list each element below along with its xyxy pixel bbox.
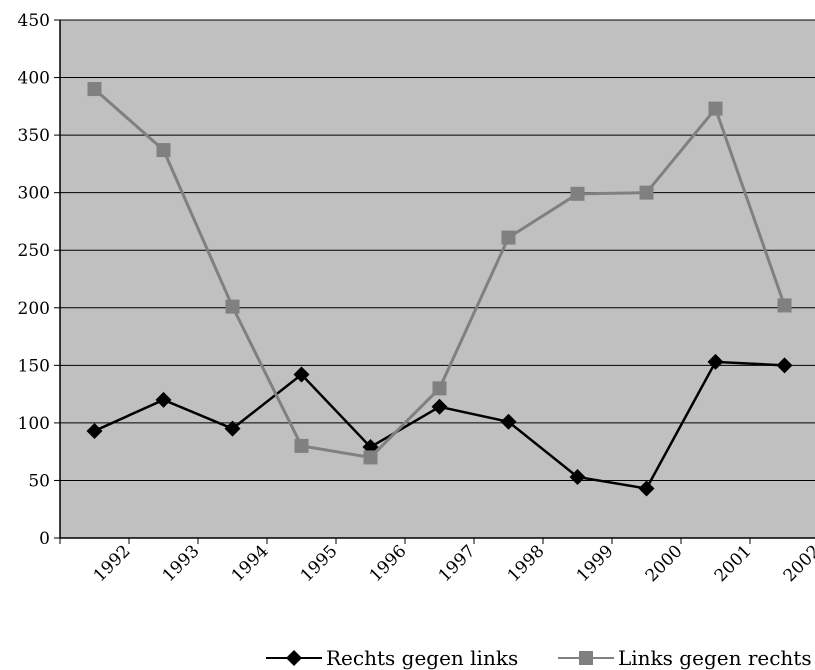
x-tick-label: 1995 <box>297 541 342 586</box>
gridlines <box>60 19 815 481</box>
y-tick-label: 150 <box>18 356 50 376</box>
data-point-links <box>501 230 516 245</box>
y-axis-tick-labels: 0 50 100 150 200 250 300 350 400 450 <box>18 11 50 549</box>
y-tick-label: 50 <box>28 471 50 491</box>
data-point-rechts <box>500 413 517 430</box>
y-tick-label: 0 <box>39 529 50 549</box>
y-tick-label: 100 <box>18 414 50 434</box>
data-point-links <box>777 298 792 313</box>
legend-marker-links <box>579 651 593 665</box>
data-point-links <box>87 82 102 97</box>
data-point-links <box>639 185 654 200</box>
legend-label-rechts: Rechts gegen links <box>326 646 518 670</box>
data-point-rechts <box>776 357 793 374</box>
data-point-rechts <box>155 391 172 408</box>
data-point-links <box>225 299 240 314</box>
legend-marker-rechts <box>286 650 302 666</box>
data-point-links <box>570 186 585 201</box>
legend-entry-links: Links gegen rechts <box>558 646 812 670</box>
data-point-links <box>432 381 447 396</box>
data-point-links <box>294 438 309 453</box>
x-tick-label: 1996 <box>366 541 411 586</box>
plot-area <box>60 20 815 538</box>
data-point-links <box>156 143 171 158</box>
x-tick-label: 1999 <box>573 541 618 586</box>
data-point-rechts <box>293 366 310 383</box>
series-markers <box>86 82 793 497</box>
x-tick-label: 1998 <box>504 541 549 586</box>
data-point-rechts <box>431 398 448 415</box>
data-point-rechts <box>569 468 586 485</box>
x-tick-label: 2000 <box>642 541 687 586</box>
data-point-rechts <box>707 353 724 370</box>
x-tick-label: 1997 <box>435 541 480 586</box>
y-tick-label: 200 <box>18 299 50 319</box>
legend-label-links: Links gegen rechts <box>618 646 812 670</box>
y-tick-label: 250 <box>18 241 50 261</box>
data-point-rechts <box>86 422 103 439</box>
y-tick-label: 300 <box>18 184 50 204</box>
axes <box>54 19 815 544</box>
data-point-rechts <box>224 420 241 437</box>
legend-entry-rechts: Rechts gegen links <box>266 646 518 670</box>
x-axis-tick-labels: 1992 1993 1994 1995 1996 1997 1998 1999 2000 2001… <box>90 541 815 586</box>
x-tick-label: 2002 <box>780 541 815 586</box>
x-tick-label: 1994 <box>228 541 273 586</box>
data-point-rechts <box>638 480 655 497</box>
y-tick-label: 400 <box>18 69 50 89</box>
x-tick-label: 2001 <box>711 541 756 586</box>
legend: Rechts gegen links Links gegen rechts <box>266 646 812 670</box>
data-point-links <box>363 450 378 465</box>
y-tick-label: 350 <box>18 126 50 146</box>
x-tick-label: 1992 <box>90 541 135 586</box>
data-point-links <box>708 101 723 116</box>
y-tick-label: 450 <box>18 11 50 31</box>
x-tick-label: 1993 <box>159 541 204 586</box>
